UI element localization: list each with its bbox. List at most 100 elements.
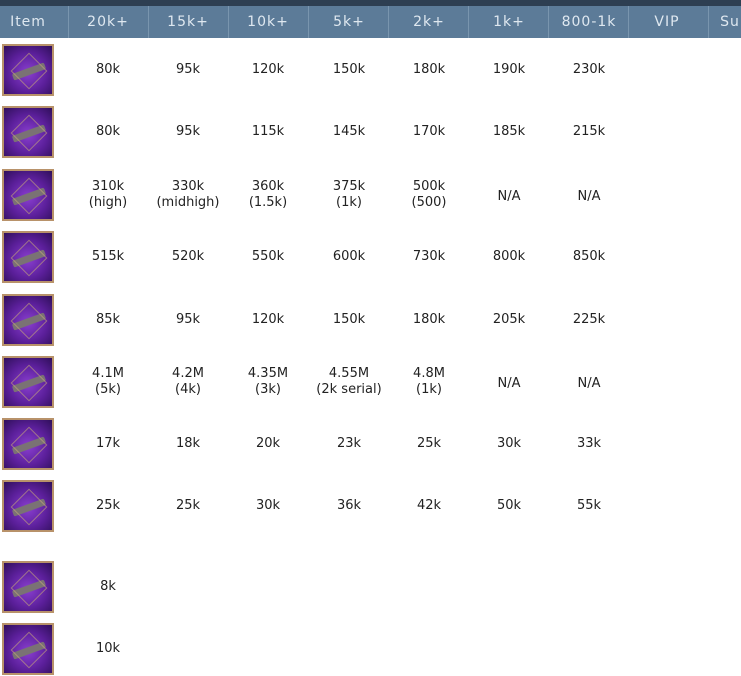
table-header: Item 20k+ 15k+ 10k+ 5k+ 2k+ 1k+ 800-1k VIP Su bbox=[0, 6, 741, 38]
price-cell: 180k bbox=[412, 312, 446, 327]
price-line: (2k serial) bbox=[316, 382, 382, 397]
item-image bbox=[11, 641, 47, 660]
price-cell: 55k bbox=[576, 498, 602, 513]
price-line: 4.35M bbox=[247, 366, 289, 381]
price-line: (4k) bbox=[175, 382, 201, 397]
price-cell: N/A bbox=[577, 376, 601, 391]
price-cell: 225k bbox=[572, 312, 606, 327]
price-cell: 20k bbox=[255, 436, 281, 451]
price-cell: 180k bbox=[412, 62, 446, 77]
top-bar bbox=[0, 0, 741, 6]
item-icon bbox=[2, 623, 54, 675]
price-cell: 36k bbox=[336, 498, 362, 513]
item-image bbox=[11, 62, 47, 81]
header-cell: 800-1k bbox=[561, 14, 617, 30]
item-icon bbox=[2, 356, 54, 408]
price-cell: 17k bbox=[95, 436, 121, 451]
price-cell: 850k bbox=[572, 249, 606, 264]
price-cell: 80k bbox=[95, 124, 121, 139]
price-cell: 170k bbox=[412, 124, 446, 139]
price-cell: 515k bbox=[91, 249, 125, 264]
header-cell: 15k+ bbox=[167, 14, 209, 30]
item-icon bbox=[2, 44, 54, 96]
price-cell: 550k bbox=[251, 249, 285, 264]
price-line: (midhigh) bbox=[156, 195, 220, 210]
header-separator bbox=[468, 6, 469, 38]
price-cell: 95k bbox=[175, 124, 201, 139]
price-cell: 600k bbox=[332, 249, 366, 264]
price-cell: 120k bbox=[251, 62, 285, 77]
price-cell: 95k bbox=[175, 312, 201, 327]
price-cell: 23k bbox=[336, 436, 362, 451]
header-separator bbox=[548, 6, 549, 38]
header-separator bbox=[628, 6, 629, 38]
header-separator bbox=[228, 6, 229, 38]
price-cell: 25k bbox=[175, 498, 201, 513]
price-line: 4.2M bbox=[172, 366, 204, 381]
item-image bbox=[11, 436, 47, 455]
price-cell: 30k bbox=[255, 498, 281, 513]
item-icon bbox=[2, 294, 54, 346]
header-cell: 20k+ bbox=[87, 14, 129, 30]
price-line: (3k) bbox=[255, 382, 281, 397]
price-cell: 330k (midhigh) bbox=[148, 179, 228, 211]
price-cell: 120k bbox=[251, 312, 285, 327]
price-cell: N/A bbox=[577, 189, 601, 204]
header-separator bbox=[708, 6, 709, 38]
item-image bbox=[11, 312, 47, 331]
item-icon bbox=[2, 418, 54, 470]
price-cell: 50k bbox=[496, 498, 522, 513]
price-cell: 85k bbox=[95, 312, 121, 327]
header-cell: 5k+ bbox=[333, 14, 365, 30]
price-cell: 230k bbox=[572, 62, 606, 77]
item-icon bbox=[2, 169, 54, 221]
price-cell: 33k bbox=[576, 436, 602, 451]
price-cell: 10k bbox=[95, 641, 121, 656]
price-cell: 115k bbox=[251, 124, 285, 139]
price-cell: 42k bbox=[416, 498, 442, 513]
price-line: 375k bbox=[332, 179, 366, 194]
price-cell: 215k bbox=[572, 124, 606, 139]
price-cell: 150k bbox=[332, 62, 366, 77]
header-separator bbox=[148, 6, 149, 38]
price-line: 500k bbox=[412, 179, 446, 194]
price-line: (1.5k) bbox=[248, 195, 288, 210]
price-cell: 25k bbox=[416, 436, 442, 451]
header-separator bbox=[388, 6, 389, 38]
price-cell: 310k (high) bbox=[68, 179, 148, 211]
price-line: 4.1M bbox=[92, 366, 124, 381]
header-cell: 10k+ bbox=[247, 14, 289, 30]
item-icon bbox=[2, 480, 54, 532]
price-line: 4.8M bbox=[413, 366, 445, 381]
header-cell: Su bbox=[720, 14, 740, 30]
price-line: 330k bbox=[171, 179, 205, 194]
price-cell: 730k bbox=[412, 249, 446, 264]
item-image bbox=[11, 579, 47, 598]
header-separator bbox=[308, 6, 309, 38]
price-cell: 150k bbox=[332, 312, 366, 327]
item-image bbox=[11, 374, 47, 393]
price-cell: 800k bbox=[492, 249, 526, 264]
price-line: (1k) bbox=[416, 382, 442, 397]
header-cell: VIP bbox=[654, 14, 680, 30]
item-image bbox=[11, 187, 47, 206]
price-cell: 375k (1k) bbox=[309, 179, 389, 211]
item-image bbox=[11, 249, 47, 268]
price-cell: 25k bbox=[95, 498, 121, 513]
price-line: (5k) bbox=[95, 382, 121, 397]
price-cell: 30k bbox=[496, 436, 522, 451]
header-cell: 1k+ bbox=[493, 14, 525, 30]
price-cell: 520k bbox=[171, 249, 205, 264]
price-cell: 4.8M (1k) bbox=[389, 366, 469, 398]
item-image bbox=[11, 498, 47, 517]
price-cell: 4.55M (2k serial) bbox=[309, 366, 389, 398]
price-cell: 95k bbox=[175, 62, 201, 77]
price-cell: 190k bbox=[492, 62, 526, 77]
header-separator bbox=[68, 6, 69, 38]
price-cell: 360k (1.5k) bbox=[228, 179, 308, 211]
price-cell: 8k bbox=[100, 579, 116, 594]
price-cell: N/A bbox=[497, 376, 521, 391]
price-cell: 18k bbox=[175, 436, 201, 451]
price-line: (1k) bbox=[336, 195, 362, 210]
